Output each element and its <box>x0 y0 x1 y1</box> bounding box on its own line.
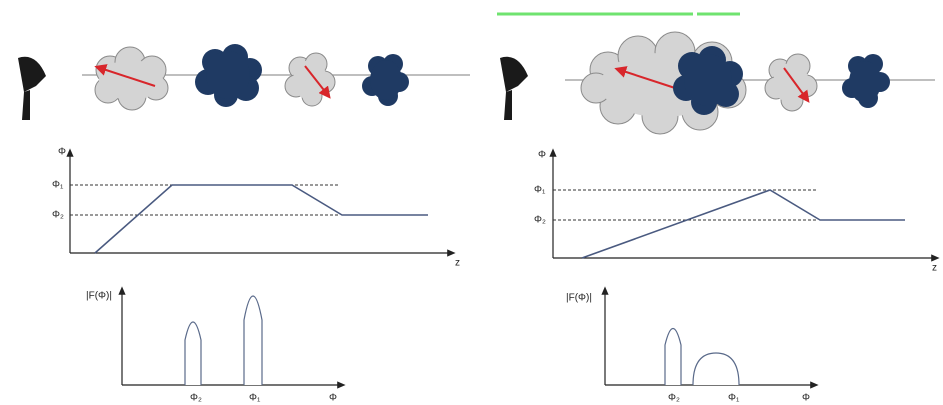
right-scene <box>500 32 935 134</box>
axis-label: Φ <box>538 150 546 161</box>
axis-label: |F(Φ)| <box>566 293 592 304</box>
left-scene <box>18 44 470 120</box>
peak-label: Φ₁ <box>249 393 261 404</box>
gray-cloud <box>765 54 817 111</box>
axis-label: z <box>932 263 937 274</box>
blue-cloud <box>362 54 409 106</box>
peak <box>185 322 201 385</box>
level-label: Φ₁ <box>534 185 546 196</box>
right-profile: Φ Φ₁ Φ₂ z <box>534 150 937 274</box>
peak-label: Φ₁ <box>728 393 740 404</box>
left-profile: Φ Φ₁ Φ₂ z <box>52 147 460 269</box>
right-spectrum: |F(Φ)| Φ₂ Φ₁ Φ <box>566 290 815 404</box>
peak-label: Φ₂ <box>190 393 202 404</box>
axis-label: Φ <box>58 147 66 158</box>
axis-label: Φ <box>329 393 337 404</box>
axis-label: z <box>455 258 460 269</box>
axis-label: |F(Φ)| <box>86 291 112 302</box>
depth-curve <box>95 185 428 253</box>
peak <box>693 353 739 385</box>
level-label: Φ₂ <box>534 215 546 226</box>
diagram: Φ Φ₁ Φ₂ z Φ Φ₁ Φ₂ z |F(Φ)| Φ₂ Φ₁ Φ |F(Φ)… <box>0 0 943 405</box>
gray-cloud <box>285 53 335 106</box>
depth-curve <box>582 190 905 258</box>
level-label: Φ₁ <box>52 180 64 191</box>
telescope <box>500 57 528 120</box>
axis-label: Φ <box>802 393 810 404</box>
peak <box>665 329 681 386</box>
peak-label: Φ₂ <box>668 393 680 404</box>
level-label: Φ₂ <box>52 210 64 221</box>
blue-cloud <box>842 54 890 108</box>
peak <box>244 296 262 385</box>
blue-cloud <box>195 44 262 107</box>
left-spectrum: |F(Φ)| Φ₂ Φ₁ Φ <box>86 290 342 404</box>
telescope <box>18 57 46 120</box>
